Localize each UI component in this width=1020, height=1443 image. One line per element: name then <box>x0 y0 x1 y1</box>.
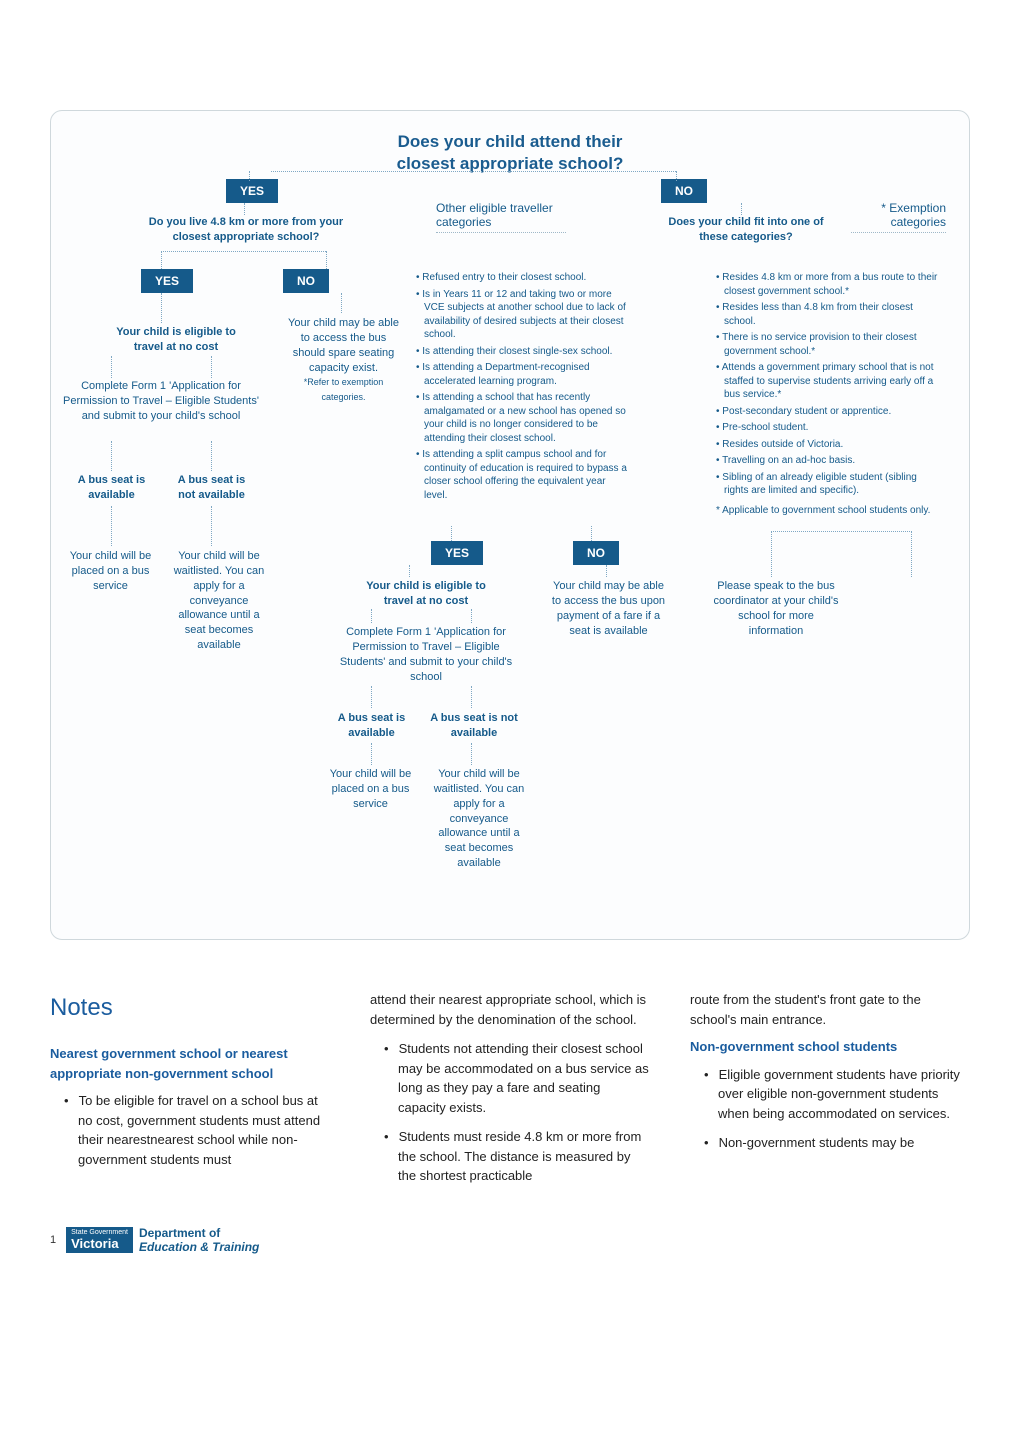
flowchart-title: Does your child attend their closest app… <box>61 131 959 175</box>
badge-no-top: NO <box>661 179 707 203</box>
notes-bullet: Non-government students may be <box>690 1133 970 1153</box>
speak-coordinator: Please speak to the bus coordinator at y… <box>711 579 841 638</box>
seat-not-available-1: A bus seat is not available <box>169 473 254 503</box>
form1-box: Complete Form 1 'Application for Permiss… <box>61 379 261 424</box>
badge-no-cat: NO <box>573 541 619 565</box>
notes-col-1: Notes Nearest government school or neare… <box>50 990 330 1196</box>
seat-not-available-2: A bus seat is not available <box>429 711 519 741</box>
badge-yes-cat: YES <box>431 541 483 565</box>
exemption-list: Resides 4.8 km or more from a bus route … <box>716 271 941 517</box>
notes-continuation: route from the student's front gate to t… <box>690 990 970 1029</box>
notes-col-2: attend their nearest appropriate school,… <box>370 990 650 1196</box>
victoria-logo: State Government Victoria Department of … <box>66 1226 259 1255</box>
notes-bullet: Students must reside 4.8 km or more from… <box>370 1127 650 1186</box>
form1b-box: Complete Form 1 'Application for Permiss… <box>331 625 521 684</box>
notes-sub-1: Nearest government school or nearest app… <box>50 1044 330 1083</box>
question-categories: Does your child fit into one of these ca… <box>661 215 831 245</box>
page-footer: 1 State Government Victoria Department o… <box>50 1226 970 1255</box>
label-other-categories: Other eligible traveller categories <box>436 201 566 233</box>
badge-yes-dist: YES <box>141 269 193 293</box>
flowchart-container: Does your child attend their closest app… <box>50 110 970 940</box>
waitlist-2: Your child will be waitlisted. You can a… <box>429 767 529 871</box>
placed-2: Your child will be placed on a bus servi… <box>323 767 418 812</box>
placed-1: Your child will be placed on a bus servi… <box>63 549 158 594</box>
maybe-fare: Your child may be able to access the bus… <box>551 579 666 638</box>
notes-section: Notes Nearest government school or neare… <box>50 990 970 1196</box>
notes-bullet: Students not attending their closest sch… <box>370 1039 650 1117</box>
seat-available-2: A bus seat is available <box>329 711 414 741</box>
label-exemption: * Exemption categories <box>851 201 946 233</box>
notes-continuation: attend their nearest appropriate school,… <box>370 990 650 1029</box>
maybe-spare: Your child may be able to access the bus… <box>286 316 401 405</box>
seat-available-1: A bus seat is available <box>69 473 154 503</box>
notes-sub-2: Non-government school students <box>690 1037 970 1057</box>
badge-no-dist: NO <box>283 269 329 293</box>
question-distance: Do you live 4.8 km or more from your clo… <box>136 215 356 245</box>
other-categories-list: Refused entry to their closest school. I… <box>416 271 631 505</box>
notes-bullet: Eligible government students have priori… <box>690 1065 970 1124</box>
page-number: 1 <box>50 1234 56 1246</box>
notes-bullet: To be eligible for travel on a school bu… <box>50 1091 330 1169</box>
waitlist-1: Your child will be waitlisted. You can a… <box>169 549 269 653</box>
eligible-nocost-2: Your child is eligible to travel at no c… <box>351 579 501 609</box>
badge-yes-top: YES <box>226 179 278 203</box>
eligible-nocost-1: Your child is eligible to travel at no c… <box>106 325 246 355</box>
notes-col-3: route from the student's front gate to t… <box>690 990 970 1196</box>
notes-heading: Notes <box>50 990 330 1026</box>
